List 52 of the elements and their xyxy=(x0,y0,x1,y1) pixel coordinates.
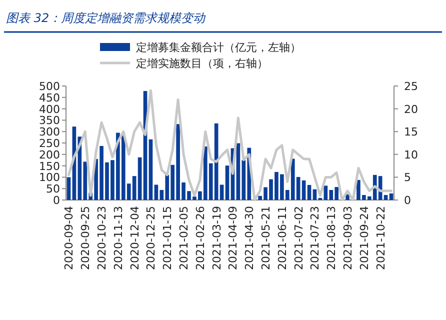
legend-label: 定增实施数目（项，右轴） xyxy=(136,57,268,70)
y2-tick-label: 0 xyxy=(404,194,411,207)
x-tick-label: 2021-09-03 xyxy=(342,206,355,270)
x-tick-label: 2021-03-19 xyxy=(210,206,224,270)
bar xyxy=(138,157,142,200)
x-tick-label: 2021-07-02 xyxy=(292,206,306,270)
bar xyxy=(384,194,388,200)
x-tick-label: 2021-01-15 xyxy=(161,206,174,270)
y2-tick-label: 5 xyxy=(404,171,411,184)
bar xyxy=(225,166,230,200)
x-tick-label: 2020-11-13 xyxy=(112,206,125,270)
bar xyxy=(148,139,153,200)
bar xyxy=(154,184,158,200)
bar xyxy=(66,177,71,200)
x-tick-label: 2021-06-11 xyxy=(276,206,289,270)
x-tick-label: 2021-08-13 xyxy=(325,206,338,270)
x-tick-label: 2021-09-24 xyxy=(358,206,371,270)
y-tick-label: 300 xyxy=(39,126,60,139)
bar xyxy=(220,184,224,200)
x-tick-label: 2021-07-23 xyxy=(308,206,322,270)
x-tick-label: 2021-05-21 xyxy=(260,206,273,270)
chart-title: 图表 32：周度定增融资需求规模变动 xyxy=(6,11,206,25)
x-tick-label: 2021-02-26 xyxy=(194,206,207,270)
x-tick-label: 2020-12-04 xyxy=(128,206,142,270)
y-tick-label: 250 xyxy=(39,137,60,150)
x-tick-label: 2021-04-09 xyxy=(226,206,240,270)
y-tick-label: 500 xyxy=(39,80,60,93)
y-tick-label: 50 xyxy=(46,182,60,196)
bar xyxy=(236,143,240,200)
bar xyxy=(307,184,312,200)
x-tick-label: 2020-12-25 xyxy=(144,206,158,270)
y-tick-label: 200 xyxy=(39,148,60,162)
bar xyxy=(302,180,306,200)
x-tick-label: 2020-09-25 xyxy=(79,206,92,270)
x-tick-label: 2020-09-04 xyxy=(62,206,76,270)
legend-label: 定增募集金额合计（亿元，左轴） xyxy=(136,41,301,54)
x-tick-label: 2021-02-05 xyxy=(178,206,191,270)
y-tick-label: 450 xyxy=(39,91,60,104)
y-tick-label: 0 xyxy=(53,194,60,207)
y-tick-label: 350 xyxy=(39,114,60,128)
y2-tick-label: 25 xyxy=(404,80,418,93)
bar xyxy=(312,189,317,200)
x-tick-label: 2020-10-23 xyxy=(96,206,109,270)
y2-tick-label: 10 xyxy=(404,148,418,162)
x-tick-label: 2021-04-30 xyxy=(243,206,256,270)
y-tick-label: 100 xyxy=(39,171,60,184)
x-tick-label: 2021-10-22 xyxy=(374,206,388,270)
y-tick-label: 400 xyxy=(39,102,60,116)
bar xyxy=(389,193,394,200)
y2-tick-label: 20 xyxy=(404,102,418,116)
y-tick-label: 150 xyxy=(39,160,60,173)
y2-tick-label: 15 xyxy=(404,126,418,139)
